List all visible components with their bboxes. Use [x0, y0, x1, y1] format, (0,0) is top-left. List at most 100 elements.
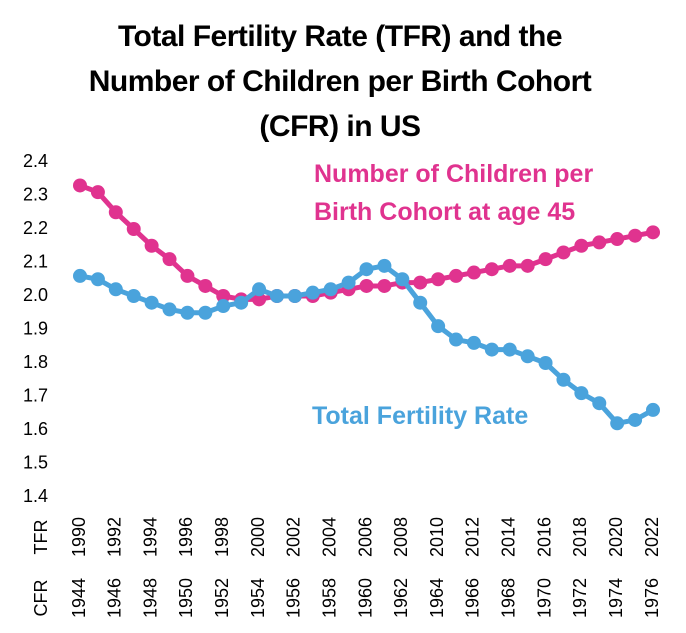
- y-tick-label: 2.3: [23, 184, 48, 204]
- point: [646, 225, 660, 240]
- point: [449, 332, 464, 347]
- point: [359, 262, 374, 277]
- y-tick-label: 1.9: [23, 318, 48, 338]
- x-tick-label: 1966: [463, 578, 483, 618]
- x-tick-label: 1994: [140, 517, 160, 557]
- x-row-label: TFR: [31, 520, 51, 555]
- point: [556, 245, 571, 260]
- point: [144, 238, 159, 253]
- x-tick-label: 2002: [284, 517, 304, 557]
- point: [377, 258, 392, 273]
- x-tick-label: 1962: [391, 578, 411, 618]
- x-tick-label: 2018: [570, 517, 590, 557]
- y-tick-label: 1.8: [23, 352, 48, 372]
- y-tick-label: 1.6: [23, 419, 48, 439]
- point: [73, 268, 87, 283]
- point: [269, 289, 284, 303]
- x-tick-label: 1946: [105, 578, 125, 618]
- point: [538, 356, 553, 370]
- point: [108, 282, 123, 297]
- x-tick-label: 2010: [427, 517, 447, 557]
- x-tick-label: 1992: [105, 517, 125, 557]
- x-tick-label: 2020: [606, 517, 626, 557]
- x-row-label: CFR: [31, 580, 51, 617]
- x-tick-label: 2008: [391, 517, 411, 557]
- x-tick-label: 1960: [355, 578, 375, 618]
- point: [180, 268, 195, 283]
- point: [162, 252, 177, 267]
- series-label: Total Fertility Rate: [312, 402, 529, 430]
- point: [520, 258, 535, 273]
- x-tick-label: 1968: [499, 578, 519, 618]
- y-tick-label: 1.7: [23, 385, 48, 405]
- point: [431, 319, 446, 334]
- x-tick-label: 2022: [642, 517, 662, 557]
- x-tick-label: 1958: [319, 578, 339, 618]
- point: [502, 342, 517, 357]
- x-tick-label: 1948: [140, 578, 160, 618]
- point: [574, 386, 589, 401]
- x-tick-label: 1944: [69, 578, 89, 618]
- point: [198, 305, 213, 320]
- y-tick-label: 2.1: [23, 251, 48, 271]
- x-tick-label: 1972: [570, 578, 590, 618]
- point: [216, 289, 231, 303]
- x-tick-label: 1954: [248, 578, 268, 618]
- point: [574, 238, 589, 253]
- x-tick-label: 1996: [176, 517, 196, 557]
- point: [234, 295, 249, 310]
- point: [395, 272, 410, 287]
- point: [431, 272, 446, 287]
- chart-title: Total Fertility Rate (TFR) and the Numbe…: [88, 20, 592, 143]
- point: [252, 292, 267, 307]
- x-tick-label: 1990: [69, 517, 89, 557]
- point: [592, 235, 607, 250]
- x-tick-label: 1970: [534, 578, 554, 618]
- x-tick-label: 1974: [606, 578, 626, 618]
- point: [305, 285, 320, 300]
- point: [592, 396, 607, 411]
- x-tick-label: 1998: [212, 517, 232, 557]
- point: [126, 289, 141, 303]
- y-tick-label: 2.4: [23, 151, 48, 171]
- point: [108, 205, 123, 220]
- point: [198, 278, 213, 293]
- x-tick-label: 2014: [499, 517, 519, 557]
- point: [628, 228, 643, 243]
- point: [610, 232, 625, 247]
- point: [126, 222, 141, 236]
- point: [341, 275, 356, 290]
- point: [449, 268, 464, 283]
- point: [646, 402, 660, 417]
- point: [466, 265, 481, 280]
- point: [90, 272, 105, 287]
- point: [502, 258, 517, 273]
- point: [144, 295, 159, 310]
- point: [73, 178, 87, 193]
- point: [323, 282, 338, 297]
- point: [287, 289, 302, 303]
- point: [162, 302, 177, 317]
- point: [466, 335, 481, 350]
- point: [628, 412, 643, 427]
- x-tick-label: 1956: [284, 578, 304, 618]
- point: [180, 305, 195, 320]
- x-tick-label: 1950: [176, 578, 196, 618]
- x-tick-label: 2016: [534, 517, 554, 557]
- x-tick-label: 2012: [463, 517, 483, 557]
- x-tick-label: 2006: [355, 517, 375, 557]
- x-tick-label: 1976: [642, 578, 662, 618]
- y-tick-label: 1.5: [23, 452, 48, 472]
- y-tick-label: 2.0: [23, 285, 48, 305]
- point: [484, 342, 499, 357]
- point: [252, 282, 267, 297]
- x-tick-label: 2000: [248, 517, 268, 557]
- point: [610, 416, 625, 431]
- point: [377, 278, 392, 293]
- x-tick-label: 1964: [427, 578, 447, 618]
- point: [413, 295, 428, 310]
- point: [359, 278, 374, 293]
- point: [556, 372, 571, 387]
